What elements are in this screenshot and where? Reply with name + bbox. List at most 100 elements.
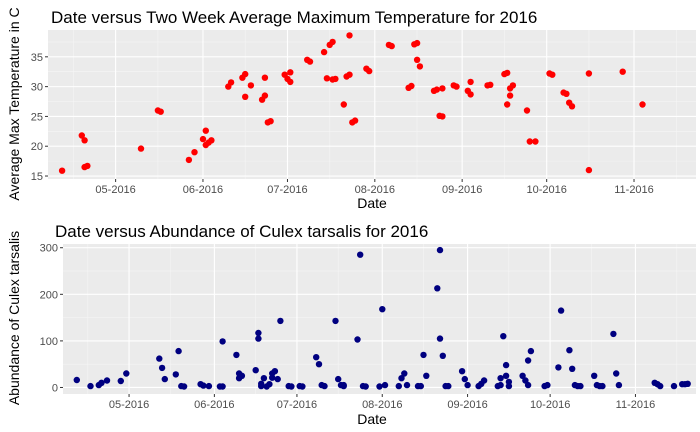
x-tick-label: 05-2016 [95,184,135,196]
data-point [434,285,441,292]
data-point [670,382,678,390]
data-point [619,68,626,75]
data-point [81,137,88,144]
data-point [73,376,81,384]
x-tick-label: 06-2016 [194,399,234,411]
data-point [242,70,249,78]
data-point [323,75,331,82]
data-point [288,383,295,390]
data-point [233,351,240,359]
data-point [156,355,163,362]
x-axis: 05-2016 06-2016 07-2016 08-2016 09-2016 10-20… [109,394,655,411]
data-point [362,383,369,390]
data-point [657,382,664,390]
data-point [544,381,551,389]
data-point [103,377,111,384]
data-point [524,381,532,389]
grid [48,30,696,179]
data-point [191,149,198,156]
data-point [340,381,347,389]
data-point [137,145,145,152]
data-point [439,113,446,120]
y-tick-label: 200 [40,289,58,301]
data-point [199,135,207,143]
data-point [439,85,446,92]
data-point [161,375,168,383]
x-tick-label: 09-2016 [447,399,487,411]
data-point [180,383,188,390]
data-point [271,368,279,375]
data-point [413,39,421,47]
data-point [287,69,294,76]
data-point [527,347,535,355]
data-point [526,138,533,145]
x-tick-label: 10-2016 [530,399,570,411]
y-tick-label: 100 [40,336,58,348]
chart-title: Date versus Abundance of Culex tarsalis … [55,222,428,241]
x-tick-label: 09-2016 [442,184,482,196]
data-point [315,361,323,368]
data-point [388,42,395,50]
data-point [413,56,421,63]
data-point [599,382,606,390]
data-point [78,132,86,139]
y-tick-label: 25 [31,111,43,123]
data-point [200,382,207,389]
x-axis-title: Date [357,411,387,427]
data-point [261,92,269,99]
data-point [497,375,504,382]
data-point [185,156,193,164]
plot-panel [48,30,696,179]
data-point [376,383,383,390]
x-tick-label: 05-2016 [109,399,149,411]
data-point [639,101,646,108]
data-point [219,383,226,390]
data-point [416,63,424,70]
data-point [532,138,539,145]
data-point [610,330,617,338]
x-tick-label: 07-2016 [277,399,317,411]
data-point [500,333,507,340]
data-point [436,335,444,342]
data-point [117,377,125,385]
x-tick-label: 11-2016 [614,184,654,196]
data-point [98,379,105,386]
data-point [464,381,471,389]
x-tick-label: 07-2016 [267,184,307,196]
abundance-chart: Date versus Abundance of Culex tarsalis … [6,222,696,427]
data-point [205,382,213,390]
y-tick-label: 30 [31,82,43,94]
data-point [320,48,328,56]
data-point [585,166,593,174]
data-points [58,32,646,174]
data-point [329,38,336,46]
y-axis: 15 20 25 30 35 [31,52,48,183]
data-point [238,372,246,379]
data-point [480,377,488,384]
temperature-chart: Date versus Two Week Average Maximum Tem… [6,7,696,211]
data-point [467,91,474,98]
data-point [84,162,91,170]
data-point [398,375,405,382]
y-axis-title: Abundance of Culex tarsalis [6,231,22,405]
data-point [684,380,691,387]
data-point [467,78,474,86]
data-point [321,382,328,390]
data-point [401,370,408,377]
data-point [381,381,389,389]
data-point [266,381,273,388]
y-axis-title: Average Max Temperature in C [6,7,22,200]
x-tick-label: 08-2016 [362,399,402,411]
chart-title: Date versus Two Week Average Maximum Tem… [51,8,537,27]
data-point [274,375,281,383]
data-point [569,365,576,372]
data-point [340,101,347,108]
data-points [73,246,691,390]
y-tick-label: 300 [40,243,58,255]
data-point [261,74,269,81]
data-point [202,127,209,134]
data-point [524,357,532,364]
data-point [219,338,226,345]
data-point [255,335,262,342]
